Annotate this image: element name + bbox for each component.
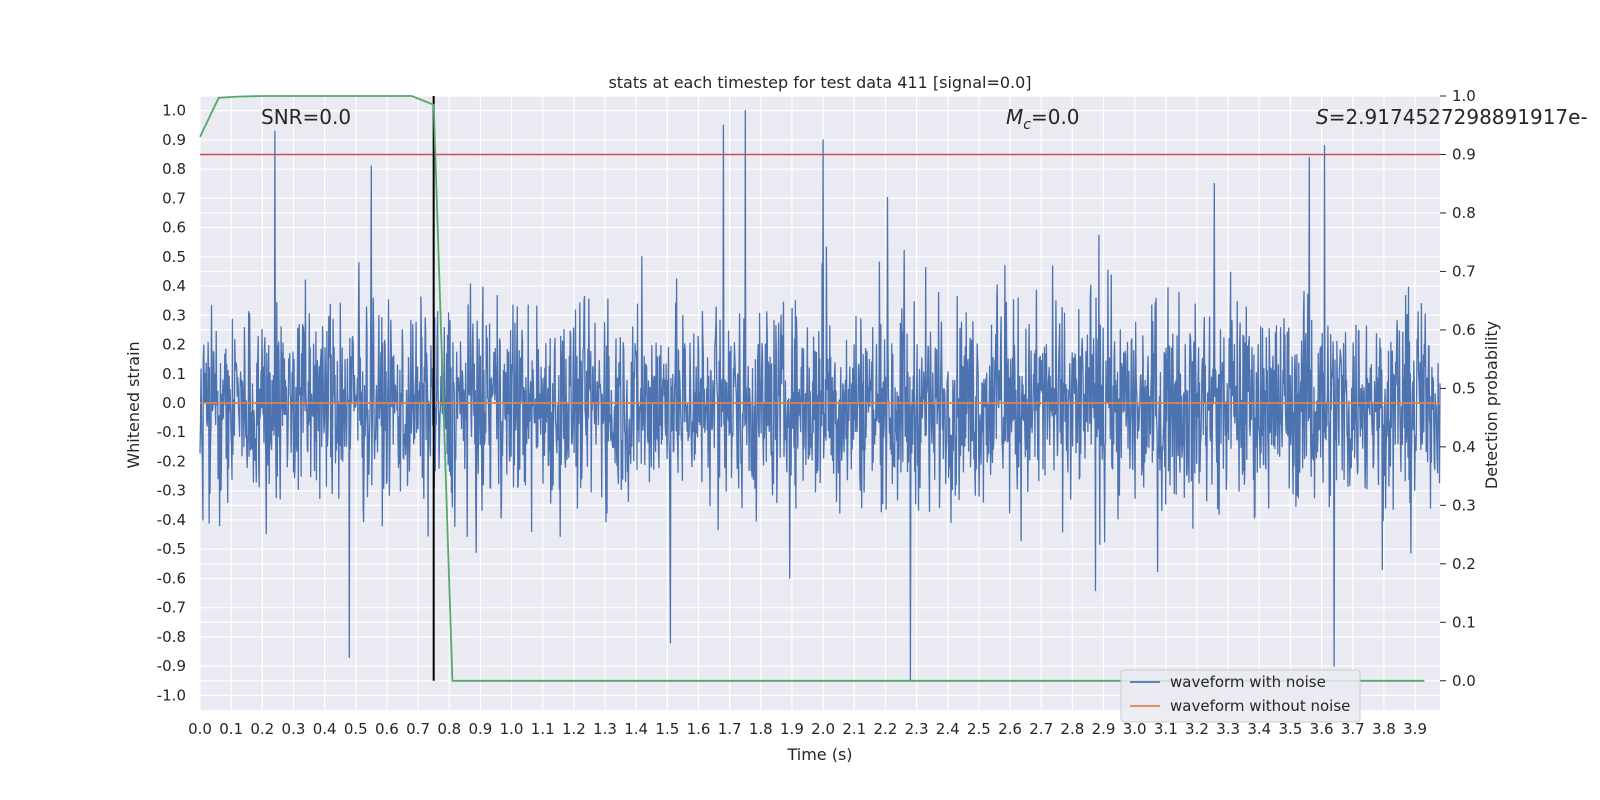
x-tick-label: 1.8 xyxy=(749,720,773,738)
legend-label-waveform-without-noise: waveform without noise xyxy=(1170,697,1350,715)
x-tick-label: 0.4 xyxy=(313,720,337,738)
right-y-tick-labels: 1.0 0.9 0.8 0.7 0.6 0.5 0.4 0.3 0.2 0.1 0.0 xyxy=(1440,87,1476,690)
x-tick-label: 3.6 xyxy=(1310,720,1334,738)
right-y-tick-label: 0.1 xyxy=(1452,613,1476,631)
x-tick-label: 0.2 xyxy=(250,720,274,738)
right-y-tick-label: 0.5 xyxy=(1452,379,1476,397)
x-tick-label: 0.0 xyxy=(188,720,212,738)
mc-annotation: Mc=0.0 xyxy=(1006,105,1080,133)
x-tick-label: 1.7 xyxy=(718,720,742,738)
x-tick-label: 1.9 xyxy=(780,720,804,738)
x-tick-label: 1.3 xyxy=(593,720,617,738)
x-tick-label: 0.5 xyxy=(344,720,368,738)
x-tick-label: 3.8 xyxy=(1372,720,1396,738)
y-tick-label: -0.3 xyxy=(157,482,186,500)
x-tick-label: 2.2 xyxy=(873,720,897,738)
right-y-tick-label: 0.4 xyxy=(1452,438,1476,456)
y-tick-label: -0.7 xyxy=(157,599,186,617)
x-tick-label: 0.7 xyxy=(406,720,430,738)
right-y-tick-label: 0.3 xyxy=(1452,496,1476,514)
y-tick-label: 0.6 xyxy=(162,219,186,237)
x-tick-label: 3.9 xyxy=(1403,720,1427,738)
x-tick-label: 1.6 xyxy=(687,720,711,738)
x-tick-label: 2.7 xyxy=(1029,720,1053,738)
y-tick-label: 0.0 xyxy=(162,394,186,412)
waveform-with-noise-layer xyxy=(199,109,1441,682)
y-tick-label: 0.1 xyxy=(162,365,186,383)
x-tick-label: 1.2 xyxy=(562,720,586,738)
y-tick-label: -0.9 xyxy=(157,657,186,675)
y-tick-label: -0.2 xyxy=(157,452,186,470)
x-tick-label: 2.4 xyxy=(936,720,960,738)
y-tick-labels: 1.0 0.9 0.8 0.7 0.6 0.5 0.4 0.3 0.2 0.1 0.0 -0.1 -0.… xyxy=(157,102,186,705)
lines-layer xyxy=(199,95,1440,682)
x-tick-label: 3.5 xyxy=(1279,720,1303,738)
y-tick-label: 0.3 xyxy=(162,306,186,324)
x-axis-label: Time (s) xyxy=(786,745,852,764)
x-tick-label: 0.9 xyxy=(468,720,492,738)
right-y-tick-label: 0.8 xyxy=(1452,204,1476,222)
x-tick-label: 2.8 xyxy=(1060,720,1084,738)
x-tick-label: 3.7 xyxy=(1341,720,1365,738)
x-tick-labels: 0.0 0.1 0.2 0.3 0.4 0.5 0.6 0.7 0.8 0.9 1.0 1.1 1.2 1… xyxy=(188,720,1427,738)
y-tick-label: 0.8 xyxy=(162,160,186,178)
y-tick-label: 1.0 xyxy=(162,102,186,120)
y-tick-label: -0.1 xyxy=(157,423,186,441)
x-tick-label: 0.1 xyxy=(219,720,243,738)
x-tick-label: 2.5 xyxy=(967,720,991,738)
snr-annotation: SNR=0.0 xyxy=(261,105,351,129)
series-detection-probability xyxy=(199,95,1425,682)
x-tick-label: 3.1 xyxy=(1154,720,1178,738)
legend-label-waveform-with-noise: waveform with noise xyxy=(1170,673,1326,691)
s-annotation: S=2.9174527298891917e- xyxy=(1316,105,1588,129)
right-y-tick-label: 0.0 xyxy=(1452,672,1476,690)
x-tick-label: 0.3 xyxy=(282,720,306,738)
right-y-tick-label: 0.2 xyxy=(1452,555,1476,573)
y-tick-label: -0.6 xyxy=(157,569,186,587)
y-tick-label: -0.4 xyxy=(157,511,186,529)
x-tick-label: 3.4 xyxy=(1247,720,1271,738)
y-tick-label: 0.2 xyxy=(162,336,186,354)
x-tick-label: 2.9 xyxy=(1092,720,1116,738)
right-y-tick-label: 0.6 xyxy=(1452,321,1476,339)
x-tick-label: 0.8 xyxy=(437,720,461,738)
y-tick-label: 0.4 xyxy=(162,277,186,295)
right-y-axis-label: Detection probability xyxy=(1482,321,1501,489)
y-tick-label: -0.5 xyxy=(157,540,186,558)
x-tick-label: 2.3 xyxy=(905,720,929,738)
x-tick-label: 3.3 xyxy=(1216,720,1240,738)
y-tick-label: -1.0 xyxy=(157,686,186,704)
y-axis-label: Whitened strain xyxy=(124,341,143,468)
y-tick-label: 0.5 xyxy=(162,248,186,266)
x-tick-label: 3.2 xyxy=(1185,720,1209,738)
x-tick-label: 1.4 xyxy=(624,720,648,738)
legend-box xyxy=(1120,669,1361,723)
x-tick-label: 2.1 xyxy=(842,720,866,738)
y-tick-label: 0.9 xyxy=(162,131,186,149)
right-y-tick-label: 0.7 xyxy=(1452,262,1476,280)
right-y-tick-label: 0.9 xyxy=(1452,145,1476,163)
x-tick-label: 1.1 xyxy=(531,720,555,738)
right-y-tick-label: 1.0 xyxy=(1452,87,1476,105)
x-tick-label: 1.5 xyxy=(655,720,679,738)
x-tick-label: 2.0 xyxy=(811,720,835,738)
y-tick-label: -0.8 xyxy=(157,628,186,646)
y-tick-label: 0.7 xyxy=(162,189,186,207)
x-tick-label: 3.0 xyxy=(1123,720,1147,738)
x-tick-label: 2.6 xyxy=(998,720,1022,738)
x-tick-label: 1.0 xyxy=(500,720,524,738)
x-tick-label: 0.6 xyxy=(375,720,399,738)
series-waveform-with-noise xyxy=(199,109,1441,682)
legend: waveform with noise waveform without noi… xyxy=(1120,669,1361,723)
chart-title: stats at each timestep for test data 411… xyxy=(608,73,1031,92)
